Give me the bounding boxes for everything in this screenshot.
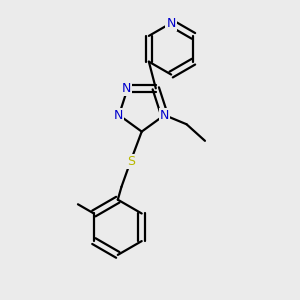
Text: N: N: [160, 109, 169, 122]
Text: N: N: [167, 16, 176, 29]
Text: S: S: [127, 154, 135, 167]
Text: N: N: [122, 82, 131, 95]
Text: N: N: [113, 109, 123, 122]
